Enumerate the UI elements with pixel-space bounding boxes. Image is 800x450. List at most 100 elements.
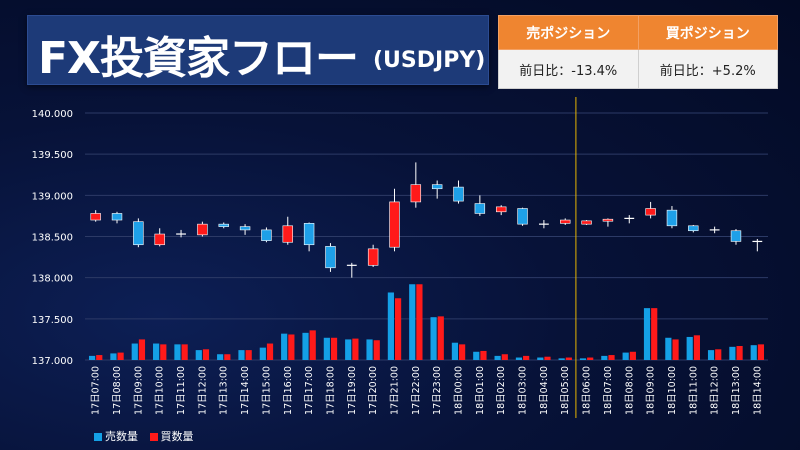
x-tick-label: 18日04:00 <box>539 366 550 415</box>
candle-body <box>730 230 742 242</box>
sell-volume-bar <box>665 337 672 360</box>
candle-body <box>154 233 165 246</box>
candle-body <box>197 223 208 236</box>
candle-body <box>218 223 229 227</box>
y-tick-label: 139.000 <box>32 191 73 202</box>
sell-volume-bar <box>750 345 757 360</box>
x-tick-label: 17日08:00 <box>112 366 123 415</box>
x-tick-label: 18日00:00 <box>454 366 465 415</box>
candle-body <box>389 201 400 248</box>
buy-volume-bar <box>245 350 252 360</box>
buy-volume-bar <box>330 337 338 360</box>
sell-volume-bar <box>409 284 416 360</box>
buy-volume-bar <box>416 284 423 360</box>
buy-volume-bar <box>608 355 615 360</box>
x-tick-label: 18日05:00 <box>560 366 571 415</box>
sell-volume-bar <box>259 347 266 360</box>
buy-volume-bar <box>138 339 146 360</box>
sell-volume-bar <box>686 336 693 360</box>
candle-body <box>282 225 293 243</box>
legend-item-buy: 買数量 <box>149 430 194 443</box>
sell-position-header: 売ポジション <box>498 15 639 50</box>
buy-volume-bar <box>736 346 743 360</box>
x-tick-label: 17日22:00 <box>411 366 422 415</box>
x-tick-label: 17日10:00 <box>155 366 166 415</box>
sell-volume-bar <box>195 350 202 360</box>
x-tick-label: 18日12:00 <box>710 366 721 415</box>
buy-volume-bar <box>373 340 380 360</box>
sell-volume-bar <box>174 344 181 360</box>
buy-position-change: 前日比：+5.2% <box>637 49 778 89</box>
sell-volume-bar <box>238 350 245 360</box>
buy-volume-bar <box>672 339 679 360</box>
sell-volume-bar <box>643 308 651 360</box>
x-tick-label: 18日11:00 <box>688 366 699 415</box>
candle-body <box>367 248 379 266</box>
sell-position-change: 前日比：-13.4% <box>498 49 639 89</box>
sell-volume-bar <box>131 343 138 360</box>
buy-position-header: 買ポジション <box>637 15 778 50</box>
buy-volume-bar <box>202 349 210 360</box>
y-tick-label: 138.000 <box>32 274 73 285</box>
y-tick-label: 138.500 <box>32 233 73 244</box>
x-tick-label: 18日01:00 <box>475 366 486 415</box>
candle-body <box>453 186 464 202</box>
chart-legend: 売数量 買数量 <box>94 428 202 444</box>
sell-volume-bar <box>345 339 352 360</box>
x-tick-label: 17日09:00 <box>133 366 144 415</box>
sell-volume-bar <box>515 357 523 360</box>
legend-item-sell: 売数量 <box>94 430 138 443</box>
currency-pair: (USDJPY) <box>373 48 486 73</box>
x-tick-label: 17日17:00 <box>304 366 315 415</box>
sell-volume-bar <box>302 332 309 360</box>
buy-volume-bar <box>224 354 231 360</box>
candle-body <box>261 229 272 241</box>
sell-volume-bar <box>110 353 117 360</box>
y-tick-label: 139.500 <box>32 150 73 161</box>
candle-body <box>645 208 656 216</box>
buy-volume-bar <box>587 357 594 360</box>
x-tick-label: 17日18:00 <box>325 366 336 415</box>
candle-body <box>133 221 144 246</box>
x-tick-label: 17日11:00 <box>176 366 187 415</box>
x-tick-label: 18日10:00 <box>667 366 678 415</box>
x-tick-label: 17日15:00 <box>261 366 272 415</box>
x-tick-label: 18日07:00 <box>603 366 614 415</box>
buy-volume-bar <box>352 338 359 360</box>
candle-body <box>560 219 571 224</box>
x-tick-label: 17日20:00 <box>368 366 379 415</box>
sell-volume-bar <box>430 317 437 360</box>
page-title: FX投資家フロー <box>38 33 359 84</box>
y-tick-label: 137.000 <box>32 356 73 367</box>
x-tick-label: 17日13:00 <box>219 366 230 415</box>
sell-volume-bar <box>323 337 330 360</box>
candle-body <box>688 225 699 232</box>
candle-body <box>495 206 507 213</box>
sell-volume-bar <box>451 342 459 360</box>
candle-body <box>303 223 315 246</box>
buy-volume-bar <box>544 356 551 360</box>
buy-volume-bar <box>459 344 466 360</box>
legend-swatch-sell <box>94 433 102 441</box>
sell-volume-bar <box>281 333 288 360</box>
x-tick-label: 17日21:00 <box>389 366 400 415</box>
x-tick-label: 18日03:00 <box>518 366 529 415</box>
buy-volume-bar <box>480 350 487 360</box>
candle-body <box>239 226 251 231</box>
x-tick-label: 18日13:00 <box>731 366 742 415</box>
legend-swatch-buy <box>149 433 158 441</box>
candle-body <box>602 218 614 222</box>
position-summary-table: 売ポジション 買ポジション 前日比：-13.4% 前日比：+5.2% <box>498 15 778 89</box>
buy-volume-bar <box>693 335 700 360</box>
sell-volume-bar <box>88 355 96 360</box>
sell-volume-bar <box>729 346 736 360</box>
sell-volume-bar <box>217 354 224 360</box>
sell-volume-bar <box>473 351 480 360</box>
buy-volume-bar <box>96 355 103 360</box>
sell-volume-bar <box>537 357 544 360</box>
buy-volume-bar <box>117 352 124 360</box>
candle-body <box>90 213 101 221</box>
x-tick-label: 18日14:00 <box>752 366 763 415</box>
candle-body <box>517 208 528 225</box>
buy-volume-bar <box>266 343 274 360</box>
